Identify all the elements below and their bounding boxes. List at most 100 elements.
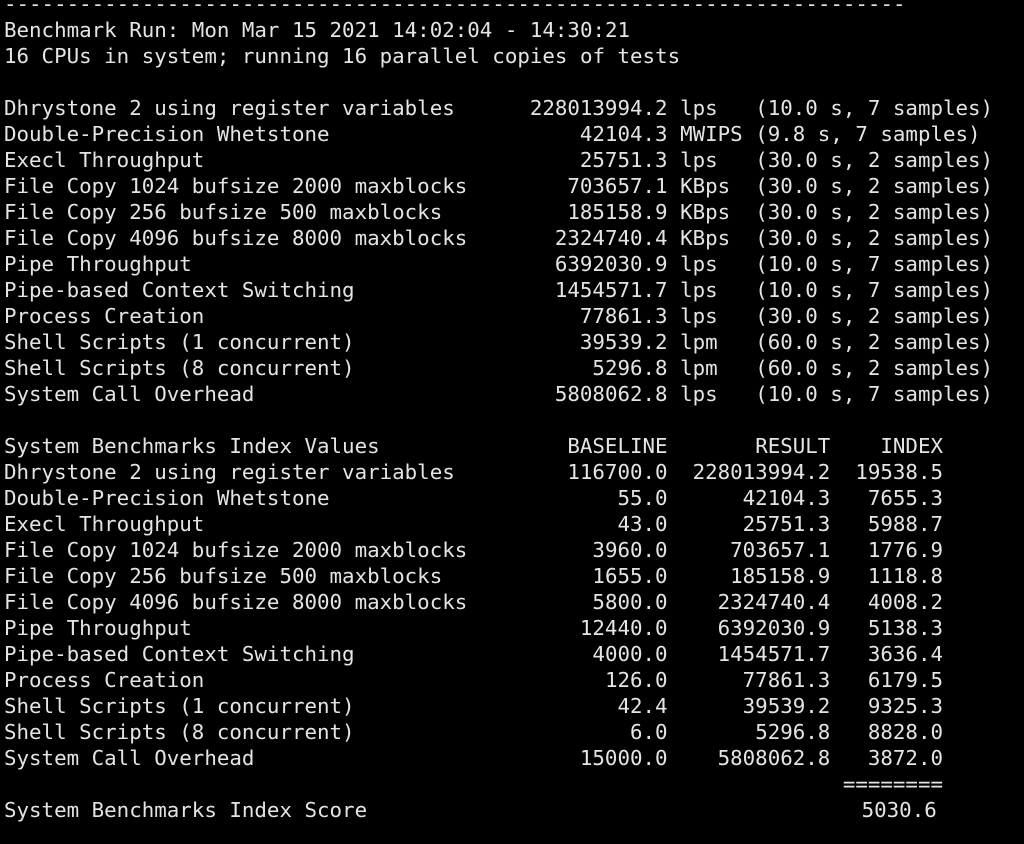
- test-value: 228013994.2: [529, 96, 668, 120]
- test-unit: lps: [680, 148, 718, 172]
- test-name: Process Creation: [4, 304, 205, 328]
- test-value: 25751.3: [579, 148, 668, 172]
- cpu-info: 16 CPUs in system; running 16 parallel c…: [4, 44, 681, 68]
- test-unit: lpm: [680, 330, 718, 354]
- result-value: 2324740.4: [717, 590, 831, 614]
- test-name: Dhrystone 2 using register variables: [4, 460, 455, 484]
- baseline-value: 43.0: [617, 512, 668, 536]
- test-timing: (30.0 s, 2 samples): [755, 148, 994, 172]
- result-value: 39539.2: [742, 694, 831, 718]
- test-unit: KBps: [680, 226, 731, 250]
- test-name: Shell Scripts (8 concurrent): [4, 356, 355, 380]
- test-timing: (10.0 s, 7 samples): [755, 252, 994, 276]
- baseline-value: 5800.0: [592, 590, 668, 614]
- test-value: 77861.3: [579, 304, 668, 328]
- baseline-value: 12440.0: [579, 616, 668, 640]
- test-unit: KBps: [680, 174, 731, 198]
- test-name: System Call Overhead: [4, 382, 255, 406]
- baseline-value: 126.0: [604, 668, 668, 692]
- test-name: File Copy 256 bufsize 500 maxblocks: [4, 564, 443, 588]
- index-header: INDEX: [880, 434, 943, 458]
- index-value: 7655.3: [867, 486, 943, 510]
- index-value: 5138.3: [867, 616, 943, 640]
- test-timing: (30.0 s, 2 samples): [755, 226, 994, 250]
- result-header: RESULT: [755, 434, 831, 458]
- test-unit: lpm: [680, 356, 718, 380]
- index-value: 19538.5: [855, 460, 943, 484]
- test-name: Process Creation: [4, 668, 205, 692]
- separator: ----------------------------------------…: [4, 0, 906, 16]
- score-label: System Benchmarks Index Score: [4, 798, 368, 822]
- test-unit: KBps: [680, 200, 731, 224]
- baseline-value: 4000.0: [592, 642, 668, 666]
- result-value: 77861.3: [742, 668, 831, 692]
- test-timing: (60.0 s, 2 samples): [755, 356, 994, 380]
- index-value: 5988.7: [867, 512, 943, 536]
- baseline-value: 15000.0: [579, 746, 668, 770]
- index-value: 1776.9: [867, 538, 943, 562]
- test-value: 185158.9: [567, 200, 668, 224]
- baseline-value: 3960.0: [592, 538, 668, 562]
- test-unit: lps: [680, 278, 718, 302]
- result-value: 1454571.7: [717, 642, 831, 666]
- test-timing: (30.0 s, 2 samples): [755, 304, 994, 328]
- test-name: Double-Precision Whetstone: [4, 486, 330, 510]
- test-unit: lps: [680, 96, 718, 120]
- result-value: 5296.8: [755, 720, 831, 744]
- test-name: File Copy 4096 bufsize 8000 maxblocks: [4, 590, 468, 614]
- result-value: 5808062.8: [717, 746, 831, 770]
- result-value: 703657.1: [730, 538, 831, 562]
- index-value: 1118.8: [867, 564, 943, 588]
- test-name: File Copy 1024 bufsize 2000 maxblocks: [4, 538, 468, 562]
- baseline-value: 6.0: [629, 720, 668, 744]
- test-unit: lps: [680, 252, 718, 276]
- baseline-value: 55.0: [617, 486, 668, 510]
- test-unit: lps: [680, 304, 718, 328]
- test-value: 1454571.7: [554, 278, 668, 302]
- index-value: 4008.2: [867, 590, 943, 614]
- test-timing: (9.8 s, 7 samples): [755, 122, 981, 146]
- index-title: System Benchmarks Index Values: [4, 434, 380, 458]
- test-value: 5808062.8: [554, 382, 668, 406]
- test-timing: (10.0 s, 7 samples): [755, 382, 994, 406]
- test-name: Shell Scripts (1 concurrent): [4, 694, 355, 718]
- test-name: Execl Throughput: [4, 512, 205, 536]
- result-value: 185158.9: [730, 564, 831, 588]
- run-info: Benchmark Run: Mon Mar 15 2021 14:02:04 …: [4, 18, 631, 42]
- result-value: 42104.3: [742, 486, 831, 510]
- test-timing: (60.0 s, 2 samples): [755, 330, 994, 354]
- index-value: 9325.3: [867, 694, 943, 718]
- index-value: 3636.4: [867, 642, 943, 666]
- baseline-value: 42.4: [617, 694, 668, 718]
- test-name: System Call Overhead: [4, 746, 255, 770]
- result-value: 6392030.9: [717, 616, 831, 640]
- index-value: 8828.0: [867, 720, 943, 744]
- result-value: 228013994.2: [692, 460, 831, 484]
- test-timing: (30.0 s, 2 samples): [755, 174, 994, 198]
- baseline-header: BASELINE: [567, 434, 668, 458]
- test-value: 6392030.9: [554, 252, 668, 276]
- test-timing: (10.0 s, 7 samples): [755, 278, 994, 302]
- test-name: Pipe-based Context Switching: [4, 642, 355, 666]
- test-name: File Copy 4096 bufsize 8000 maxblocks: [4, 226, 468, 250]
- baseline-value: 116700.0: [567, 460, 668, 484]
- test-name: Dhrystone 2 using register variables: [4, 96, 455, 120]
- test-name: Pipe Throughput: [4, 616, 192, 640]
- test-value: 39539.2: [579, 330, 668, 354]
- test-name: Pipe Throughput: [4, 252, 192, 276]
- test-timing: (10.0 s, 7 samples): [755, 96, 994, 120]
- test-name: Shell Scripts (1 concurrent): [4, 330, 355, 354]
- test-name: Pipe-based Context Switching: [4, 278, 355, 302]
- baseline-value: 1655.0: [592, 564, 668, 588]
- index-value: 6179.5: [867, 668, 943, 692]
- test-name: Double-Precision Whetstone: [4, 122, 330, 146]
- index-value: 3872.0: [867, 746, 943, 770]
- test-name: Shell Scripts (8 concurrent): [4, 720, 355, 744]
- test-value: 703657.1: [567, 174, 668, 198]
- test-name: File Copy 1024 bufsize 2000 maxblocks: [4, 174, 468, 198]
- test-name: File Copy 256 bufsize 500 maxblocks: [4, 200, 443, 224]
- test-value: 5296.8: [592, 356, 668, 380]
- score-rule: ========: [842, 772, 943, 796]
- test-unit: MWIPS: [680, 122, 743, 146]
- test-timing: (30.0 s, 2 samples): [755, 200, 994, 224]
